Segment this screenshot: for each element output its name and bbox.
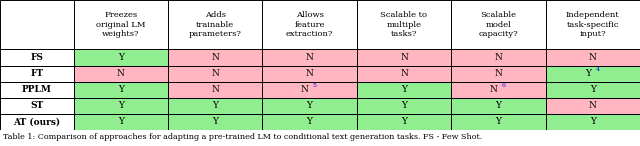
Bar <box>0 98 74 114</box>
Text: Y: Y <box>585 69 591 78</box>
Bar <box>545 0 640 49</box>
Bar <box>451 82 545 98</box>
Text: N: N <box>117 69 125 78</box>
Bar <box>74 114 168 130</box>
Bar <box>74 49 168 66</box>
Text: Y: Y <box>495 101 501 110</box>
Bar <box>74 0 168 49</box>
Bar <box>451 0 545 49</box>
Bar <box>168 98 262 114</box>
Text: Y: Y <box>307 117 312 126</box>
Bar <box>262 114 357 130</box>
Text: N: N <box>589 101 596 110</box>
Text: N: N <box>301 85 308 94</box>
Bar <box>74 66 168 82</box>
Bar <box>0 66 74 82</box>
Bar <box>0 114 74 130</box>
Text: N: N <box>495 53 502 62</box>
Bar <box>262 0 357 49</box>
Text: 5: 5 <box>313 83 317 88</box>
Text: Independent
task-specific
input?: Independent task-specific input? <box>566 11 620 39</box>
Bar <box>262 66 357 82</box>
Text: Table 1: Comparison of approaches for adapting a pre-trained LM to conditional t: Table 1: Comparison of approaches for ad… <box>3 133 483 141</box>
Text: N: N <box>211 69 219 78</box>
Bar <box>357 98 451 114</box>
Text: Y: Y <box>590 85 596 94</box>
Bar <box>545 114 640 130</box>
Text: PPLM: PPLM <box>22 85 52 94</box>
Bar <box>0 49 74 66</box>
Bar <box>357 0 451 49</box>
Text: N: N <box>495 69 502 78</box>
Bar <box>357 49 451 66</box>
Text: FT: FT <box>30 69 44 78</box>
Bar <box>357 82 451 98</box>
Bar <box>357 66 451 82</box>
Bar <box>262 98 357 114</box>
Text: Allows
feature
extraction?: Allows feature extraction? <box>286 11 333 39</box>
Bar <box>0 82 74 98</box>
Text: N: N <box>400 69 408 78</box>
Bar <box>262 82 357 98</box>
Text: N: N <box>306 53 314 62</box>
Text: N: N <box>211 53 219 62</box>
Text: Y: Y <box>307 101 312 110</box>
Text: ST: ST <box>30 101 44 110</box>
Text: N: N <box>211 85 219 94</box>
Bar <box>451 66 545 82</box>
Bar <box>545 66 640 82</box>
Text: N: N <box>589 53 596 62</box>
Bar <box>357 114 451 130</box>
Text: N: N <box>490 85 497 94</box>
Bar <box>168 114 262 130</box>
Bar <box>262 49 357 66</box>
Bar <box>0 0 74 49</box>
Text: AT (ours): AT (ours) <box>13 117 60 126</box>
Text: Y: Y <box>590 117 596 126</box>
Text: Y: Y <box>401 101 407 110</box>
Text: Scalable
model
capacity?: Scalable model capacity? <box>479 11 518 39</box>
Text: N: N <box>400 53 408 62</box>
Bar <box>545 98 640 114</box>
Text: Freezes
original LM
weights?: Freezes original LM weights? <box>96 11 145 39</box>
Bar <box>74 98 168 114</box>
Text: 6: 6 <box>502 83 506 88</box>
Bar <box>168 0 262 49</box>
Text: Y: Y <box>118 101 124 110</box>
Bar <box>451 49 545 66</box>
Bar <box>545 49 640 66</box>
Bar <box>451 114 545 130</box>
Text: Y: Y <box>118 117 124 126</box>
Text: Y: Y <box>118 85 124 94</box>
Text: Y: Y <box>401 117 407 126</box>
Text: Y: Y <box>212 101 218 110</box>
Text: Y: Y <box>212 117 218 126</box>
Bar <box>451 98 545 114</box>
Text: Y: Y <box>118 53 124 62</box>
Bar <box>74 82 168 98</box>
Text: Y: Y <box>495 117 501 126</box>
Text: FS: FS <box>30 53 44 62</box>
Bar <box>545 82 640 98</box>
Text: Y: Y <box>401 85 407 94</box>
Bar <box>168 82 262 98</box>
Bar <box>168 66 262 82</box>
Text: N: N <box>306 69 314 78</box>
Bar <box>168 49 262 66</box>
Text: 4: 4 <box>596 67 600 72</box>
Text: Scalable to
multiple
tasks?: Scalable to multiple tasks? <box>381 11 428 39</box>
Text: Adds
trainable
parameters?: Adds trainable parameters? <box>189 11 242 39</box>
